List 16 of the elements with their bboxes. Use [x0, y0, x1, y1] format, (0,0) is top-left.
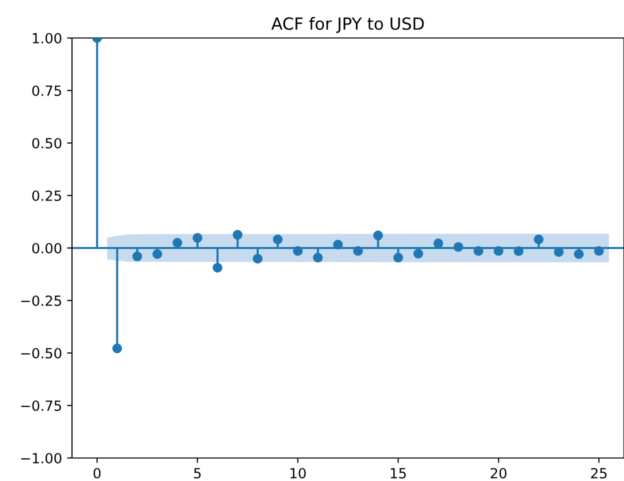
x-tick-label: 10	[290, 468, 306, 478]
y-tick-label: 0.75	[32, 85, 62, 96]
y-tick-label: 0.25	[32, 190, 62, 201]
y-tick-label: 0.00	[32, 242, 62, 254]
x-tick-label: 20	[490, 468, 506, 478]
y-tick-label: 1.00	[32, 32, 62, 44]
x-tick-label: 5	[194, 468, 201, 478]
y-tick-label: −0.50	[21, 348, 62, 358]
x-tick-label: 25	[591, 468, 607, 478]
y-tick-label: −0.75	[21, 400, 62, 411]
chart-title: ACF for JPY to USD	[271, 17, 424, 34]
y-tick-label: 0.50	[32, 138, 62, 148]
x-tick-label: 15	[390, 468, 406, 478]
y-tick-label: −1.00	[21, 452, 62, 464]
y-tick-label: −0.25	[21, 295, 62, 306]
x-tick-label: 0	[94, 468, 101, 478]
